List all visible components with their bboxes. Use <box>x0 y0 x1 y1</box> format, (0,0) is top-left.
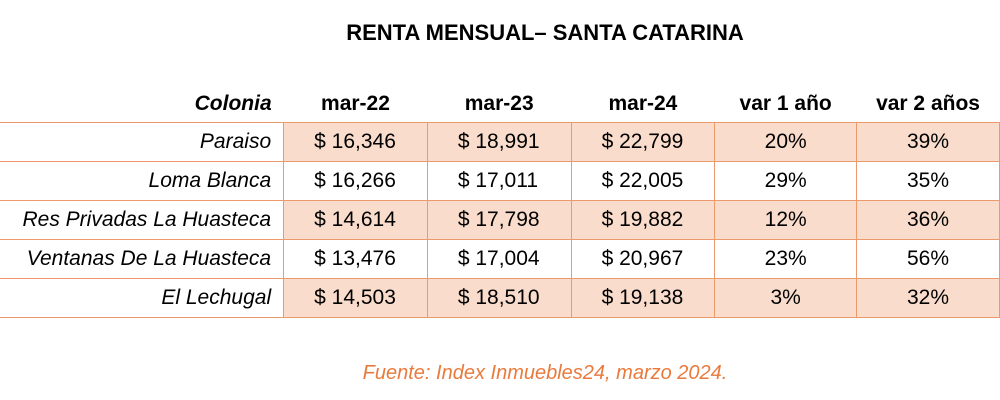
colonia-cell: Paraiso <box>0 122 284 162</box>
percent-cell: 12% <box>714 200 858 240</box>
value-cell: $ 16,346 <box>283 122 428 162</box>
header-var-1-ano: var 1 año <box>714 86 857 123</box>
value-cell: $ 17,004 <box>426 239 572 279</box>
percent-cell: 32% <box>856 278 1000 318</box>
table-row: Paraiso $ 16,346 $ 18,991 $ 22,799 20% 3… <box>0 122 1000 162</box>
percent-cell: 56% <box>856 239 1000 279</box>
table-row: Ventanas De La Huasteca $ 13,476 $ 17,00… <box>0 239 1000 279</box>
colonia-cell: Loma Blanca <box>0 161 284 201</box>
value-cell: $ 20,967 <box>570 239 716 279</box>
table-row: Res Privadas La Huasteca $ 14,614 $ 17,7… <box>0 200 1000 240</box>
percent-cell: 20% <box>714 122 858 162</box>
source-note: Fuente: Index Inmuebles24, marzo 2024. <box>362 362 728 384</box>
percent-cell: 23% <box>714 239 858 279</box>
value-cell: $ 19,882 <box>570 200 716 240</box>
value-cell: $ 13,476 <box>283 239 428 279</box>
value-cell: $ 18,991 <box>426 122 572 162</box>
colonia-cell: Res Privadas La Huasteca <box>0 200 284 240</box>
percent-cell: 35% <box>856 161 1000 201</box>
header-row: Colonia mar-22 mar-23 mar-24 var 1 año v… <box>0 86 1000 123</box>
table-title: RENTA MENSUAL– SANTA CATARINA <box>346 20 744 45</box>
header-mar-22: mar-22 <box>283 86 428 123</box>
table-row: El Lechugal $ 14,503 $ 18,510 $ 19,138 3… <box>0 278 1000 318</box>
value-cell: $ 18,510 <box>426 278 572 318</box>
title-area: RENTA MENSUAL– SANTA CATARINA <box>0 0 1000 60</box>
colonia-cell: Ventanas De La Huasteca <box>0 239 284 279</box>
colonia-cell: El Lechugal <box>0 278 284 318</box>
percent-cell: 39% <box>856 122 1000 162</box>
header-mar-23: mar-23 <box>427 86 572 123</box>
value-cell: $ 14,503 <box>283 278 428 318</box>
header-colonia: Colonia <box>0 86 284 123</box>
value-cell: $ 22,799 <box>570 122 716 162</box>
value-cell: $ 22,005 <box>570 161 716 201</box>
header-mar-24: mar-24 <box>571 86 715 123</box>
header-var-2-anos: var 2 años <box>856 86 1000 123</box>
value-cell: $ 16,266 <box>283 161 428 201</box>
percent-cell: 29% <box>714 161 858 201</box>
value-cell: $ 17,011 <box>426 161 572 201</box>
percent-cell: 36% <box>856 200 1000 240</box>
value-cell: $ 17,798 <box>426 200 572 240</box>
value-cell: $ 19,138 <box>570 278 716 318</box>
value-cell: $ 14,614 <box>283 200 428 240</box>
rent-table: Colonia mar-22 mar-23 mar-24 var 1 año v… <box>0 86 1000 318</box>
percent-cell: 3% <box>714 278 858 318</box>
table-row: Loma Blanca $ 16,266 $ 17,011 $ 22,005 2… <box>0 161 1000 201</box>
